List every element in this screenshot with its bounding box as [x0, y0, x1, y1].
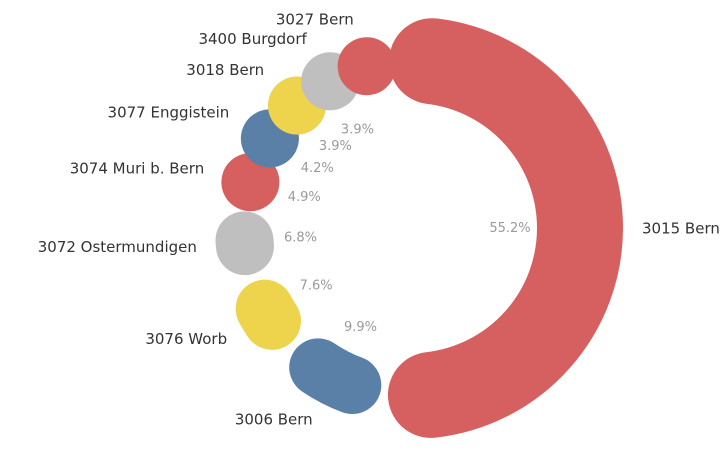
category-label: 3076 Worb [145, 330, 227, 348]
value-label: 7.6% [300, 278, 333, 293]
value-label: 55.2% [489, 221, 530, 236]
category-label: 3072 Ostermundigen [38, 238, 197, 256]
category-label: 3018 Bern [186, 61, 264, 79]
donut-segment [215, 211, 274, 276]
category-label: 3077 Enggistein [108, 103, 230, 121]
category-label: 3400 Burgdorf [198, 30, 307, 48]
donut-segment [235, 279, 301, 350]
category-label: 3015 Bern [642, 219, 720, 237]
category-label: 3006 Bern [235, 410, 313, 428]
value-label: 4.2% [301, 161, 334, 176]
value-label: 6.8% [284, 231, 317, 246]
donut-segment [387, 18, 623, 438]
category-label: 3074 Muri b. Bern [70, 159, 204, 177]
value-label: 9.9% [344, 320, 377, 335]
donut-segment [289, 338, 382, 415]
value-label: 3.9% [341, 123, 374, 138]
value-label: 4.9% [288, 190, 321, 205]
category-label: 3027 Bern [276, 11, 354, 29]
value-label: 3.9% [319, 139, 352, 154]
